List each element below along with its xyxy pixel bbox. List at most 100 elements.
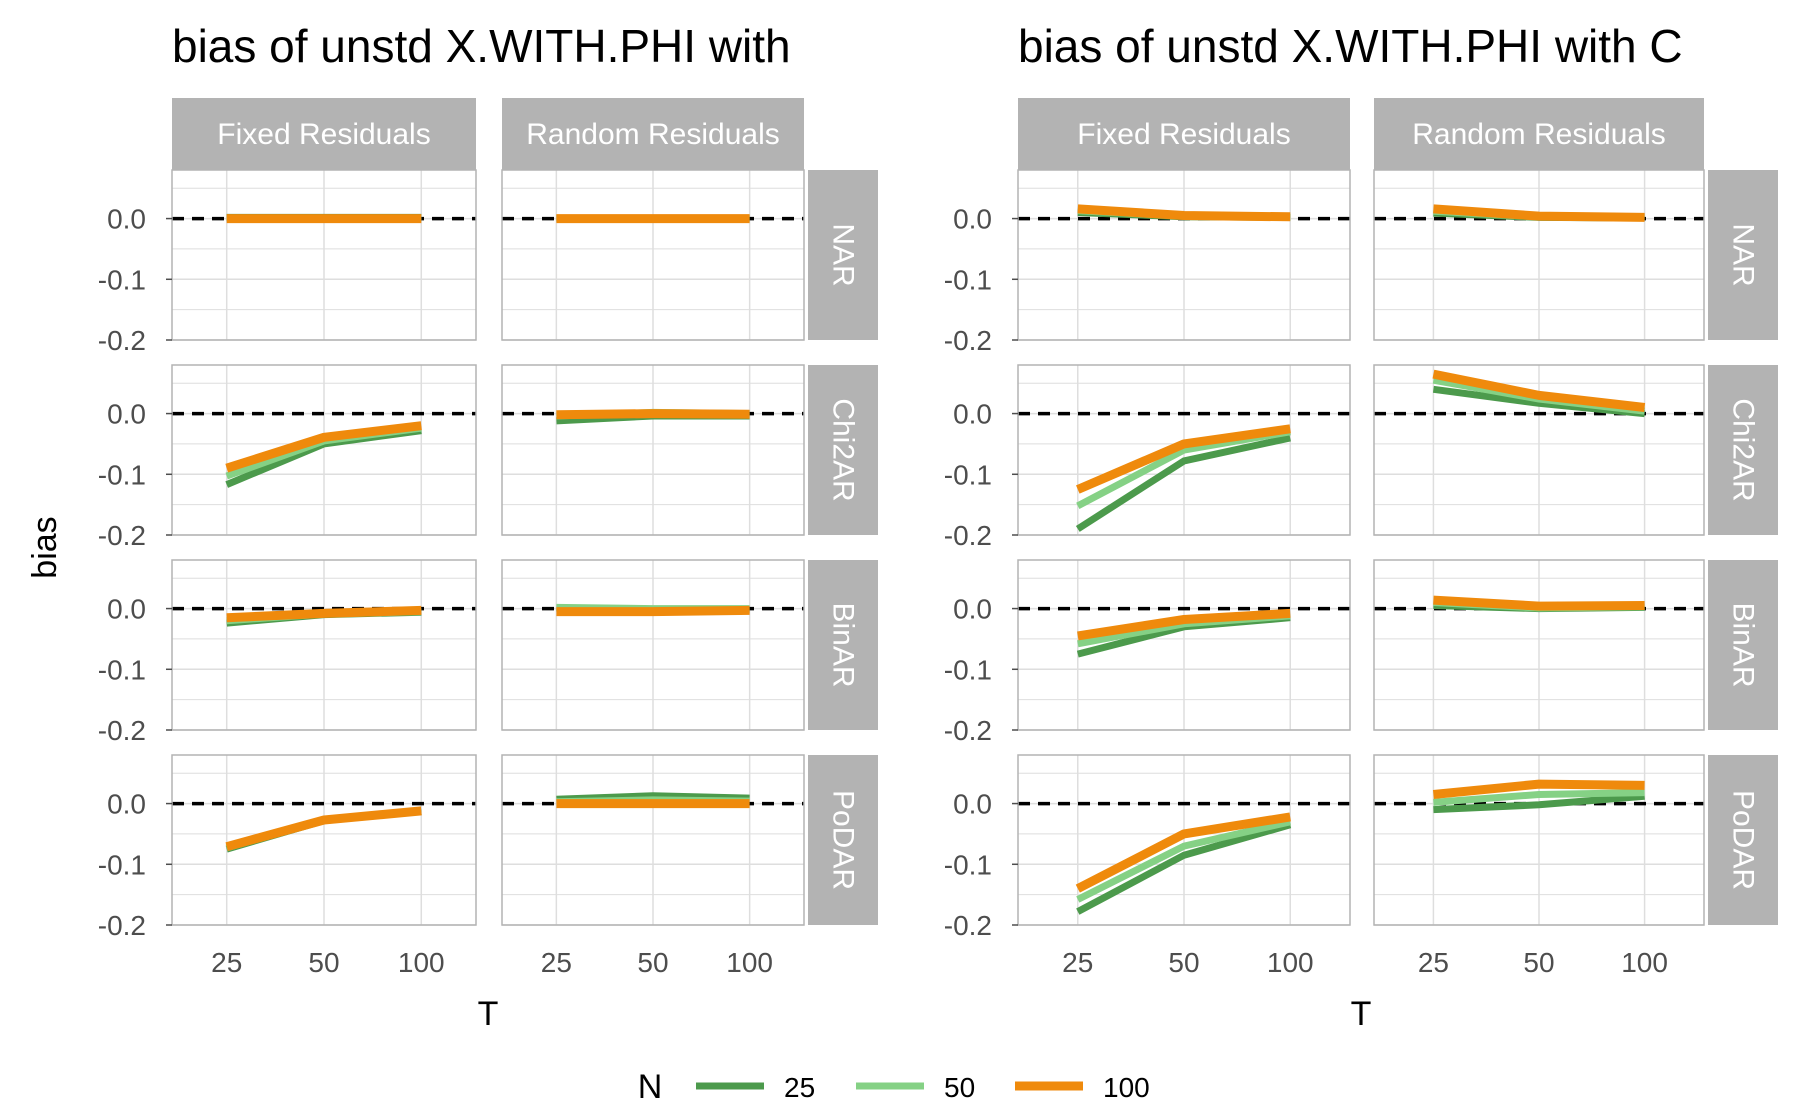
row-strip-label: NAR: [827, 223, 860, 286]
y-tick-label: 0.0: [107, 204, 146, 235]
series-line-n100: [1076, 424, 1291, 494]
col-strip-fixed-residuals: [172, 98, 476, 170]
y-tick-label: 0.0: [953, 789, 992, 820]
panel-border: [501, 559, 805, 731]
series-line-n50: [1433, 789, 1645, 806]
panel-border: [501, 754, 805, 926]
y-tick-label: -0.2: [98, 325, 146, 356]
x-tick-label: 25: [1418, 947, 1449, 978]
y-tick-label: -0.2: [98, 715, 146, 746]
chart-1-content: bias of unstd X.WITH.PHI with Fixed Resid…: [26, 20, 878, 1033]
panel-border: [1017, 364, 1351, 536]
x-tick-label: 50: [637, 947, 668, 978]
panel-random-residuals-podar: [501, 754, 805, 926]
chart-2: bias of unstd X.WITH.PHI with C Fixed Res…: [944, 20, 1778, 1033]
series-line-n100: [1077, 608, 1291, 641]
col-strip-fixed-residuals: [1018, 98, 1350, 170]
col-strip-random-residuals: [502, 98, 804, 170]
y-tick-label: -0.1: [944, 654, 992, 685]
panel-border: [171, 169, 477, 341]
row-strip-binar: [808, 560, 878, 730]
row-strip-chi2ar: [808, 365, 878, 535]
panel-fixed-residuals-chi2ar: [171, 364, 477, 536]
panel-fixed-residuals-binar: [171, 559, 477, 731]
y-tick-label: 0.0: [953, 594, 992, 625]
chart-2-content: bias of unstd X.WITH.PHI with C Fixed Res…: [944, 20, 1778, 1033]
panel-random-residuals-chi2ar: [501, 364, 805, 536]
y-tick-label: -0.1: [98, 849, 146, 880]
panel-random-residuals-chi2ar: [1373, 364, 1705, 536]
x-tick-label: 25: [541, 947, 572, 978]
panel-border: [1373, 754, 1705, 926]
y-tick-label: -0.2: [944, 520, 992, 551]
charts-layer: bias of unstd X.WITH.PHI with Fixed Resid…: [26, 20, 1778, 1033]
y-tick-label: 0.0: [107, 399, 146, 430]
series-line-n100: [556, 605, 750, 617]
series-line-n100: [1432, 779, 1645, 799]
panel-random-residuals-binar: [1373, 559, 1705, 731]
panel-border: [501, 364, 805, 536]
legend-label: 50: [944, 1072, 975, 1103]
panel-random-residuals-nar: [501, 169, 805, 341]
legend-title: N: [638, 1068, 663, 1106]
chart-1: bias of unstd X.WITH.PHI with Fixed Resid…: [26, 20, 878, 1033]
row-strip-label: BinAR: [1727, 602, 1760, 687]
series-line-n100: [1432, 369, 1646, 412]
y-tick-label: -0.2: [944, 715, 992, 746]
y-axis-title: bias: [26, 516, 64, 578]
x-tick-label: 50: [308, 947, 339, 978]
y-tick-label: -0.1: [98, 654, 146, 685]
legend-label: 100: [1103, 1072, 1150, 1103]
x-tick-label: 50: [1168, 947, 1199, 978]
x-tick-label: 25: [1062, 947, 1093, 978]
panel-fixed-residuals-nar: [1017, 169, 1351, 341]
y-tick-label: 0.0: [953, 399, 992, 430]
panel-border: [1373, 559, 1705, 731]
panel-fixed-residuals-nar: [171, 169, 477, 341]
panel-random-residuals-nar: [1373, 169, 1705, 341]
x-tick-label: 25: [211, 947, 242, 978]
col-strip-random-residuals: [1374, 98, 1704, 170]
row-strip-label: BinAR: [827, 602, 860, 687]
series-line-n100: [1075, 812, 1291, 893]
y-tick-label: -0.1: [98, 459, 146, 490]
chart-title: bias of unstd X.WITH.PHI with C: [1018, 20, 1683, 72]
y-tick-label: -0.1: [98, 264, 146, 295]
panel-border: [1017, 169, 1351, 341]
x-tick-label: 100: [726, 947, 773, 978]
series-line-n100: [556, 409, 750, 420]
series-line-n100: [1433, 204, 1645, 222]
legend: N 25 50 100: [638, 1068, 1150, 1106]
row-strip-podar: [1708, 755, 1778, 925]
series-line-n100: [1077, 204, 1291, 222]
panel-border: [501, 169, 805, 341]
panel-random-residuals-podar: [1373, 754, 1705, 926]
col-strip-label: Random Residuals: [526, 118, 779, 151]
x-tick-label: 100: [398, 947, 445, 978]
y-tick-label: -0.1: [944, 459, 992, 490]
row-strip-nar: [1708, 170, 1778, 340]
panel-fixed-residuals-binar: [1017, 559, 1351, 731]
series-line-n25: [1076, 821, 1292, 915]
x-tick-label: 50: [1523, 947, 1554, 978]
y-tick-label: -0.2: [98, 520, 146, 551]
panel-border: [171, 559, 477, 731]
row-strip-chi2ar: [1708, 365, 1778, 535]
panel-border: [171, 364, 477, 536]
x-axis-title: T: [1351, 995, 1372, 1033]
series-line-n50: [1076, 818, 1291, 903]
series-line-n100: [225, 806, 422, 852]
y-tick-label: -0.1: [944, 849, 992, 880]
x-axis-title: T: [478, 995, 499, 1033]
col-strip-label: Random Residuals: [1412, 118, 1665, 151]
panel-border: [1017, 559, 1351, 731]
col-strip-label: Fixed Residuals: [217, 118, 430, 151]
series-line-n100: [1433, 595, 1645, 611]
y-tick-label: -0.2: [944, 325, 992, 356]
y-tick-label: -0.2: [98, 910, 146, 941]
y-tick-label: 0.0: [107, 789, 146, 820]
panel-fixed-residuals-chi2ar: [1017, 364, 1351, 536]
panel-random-residuals-binar: [501, 559, 805, 731]
panel-border: [1373, 169, 1705, 341]
